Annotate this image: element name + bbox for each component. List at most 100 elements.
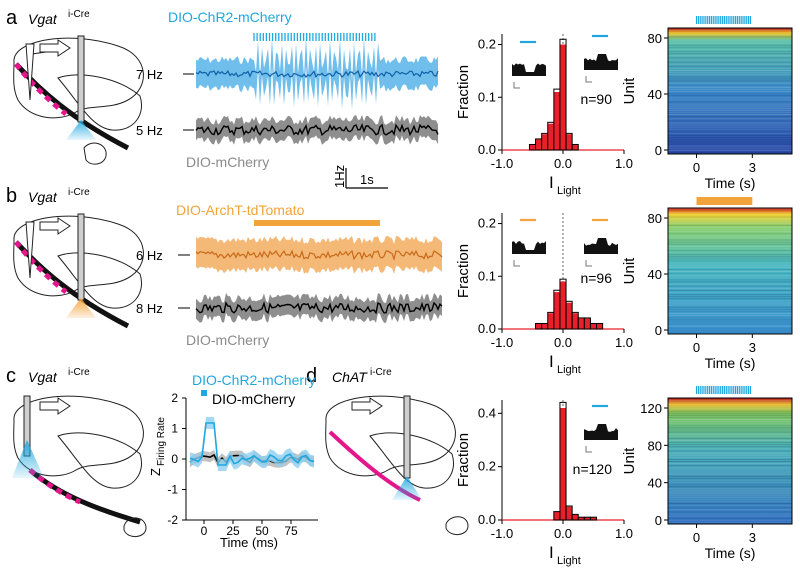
heatmap-row: [668, 55, 792, 57]
heatmap-row: [668, 402, 792, 404]
x-label-sub: Light: [557, 555, 581, 567]
genotype-label-b: Vgat i-Cre: [28, 187, 90, 205]
stim-bar: [696, 197, 753, 205]
heatmap-row: [668, 429, 792, 431]
x-tick-label: 1.0: [615, 335, 633, 350]
heatmap-row: [668, 99, 792, 101]
heatmap-row: [668, 145, 792, 147]
y-label: Unit: [621, 257, 638, 285]
hist-bar: [559, 281, 567, 329]
scale-bar-a: 1Hz 1s: [332, 165, 388, 189]
heatmap-row: [668, 313, 792, 314]
y-ticks-c: -2 -1 0 1 2: [167, 391, 186, 527]
heatmap-row: [668, 519, 792, 521]
heatmap-row: [668, 101, 792, 103]
heatmap-row: [668, 38, 792, 40]
hist-bar: [572, 514, 579, 520]
heatmap-row: [668, 250, 792, 251]
hist-bar: [529, 144, 536, 150]
heatmap-row: [668, 285, 792, 287]
heatmap-field: [668, 28, 792, 154]
hist-bar: [559, 408, 567, 520]
rate-label-control-a: 5 Hz: [136, 123, 163, 138]
heatmap-row: [668, 482, 792, 483]
y-label: Unit: [621, 447, 638, 475]
heatmap-row: [668, 59, 792, 61]
trace-control-band-b: [196, 293, 442, 323]
y-label: Fraction: [455, 65, 472, 119]
heatmap-row: [668, 78, 792, 80]
svg-text:i-Cre: i-Cre: [68, 187, 90, 198]
heatmap-row: [668, 107, 792, 109]
inset-psth: [584, 54, 618, 70]
genotype-label-d: ChAT i-Cre: [332, 367, 392, 385]
heatmap-row: [668, 241, 792, 243]
heatmap-row: [668, 44, 792, 46]
heatmap-row: [668, 91, 792, 92]
heatmap-row: [668, 289, 792, 291]
y-tick-label: 0.2: [478, 459, 496, 474]
heatmap-row: [668, 275, 792, 277]
heatmap-row: [668, 151, 792, 153]
panel-letter-d: d: [306, 365, 317, 387]
heatmap-row: [668, 435, 792, 437]
y-label: Unit: [621, 77, 638, 105]
heatmap-row: [668, 465, 792, 467]
trace-chr2-band: [196, 36, 438, 110]
heatmap-row: [668, 222, 792, 224]
heatmap-row: [668, 505, 792, 507]
heatmap-row: [668, 273, 792, 275]
y-tick-label: 0: [655, 323, 662, 338]
svg-text:Z: Z: [148, 468, 163, 476]
x-label: Time (s): [705, 355, 756, 371]
heatmap-row: [668, 224, 792, 226]
heatmap-row: [668, 437, 792, 439]
hist-bar: [590, 323, 597, 329]
heatmap-row: [668, 452, 792, 454]
heatmap-row: [668, 283, 792, 285]
hist-bar: [584, 517, 591, 520]
heatmap-row: [668, 456, 792, 458]
heatmap-row: [668, 306, 792, 308]
svg-text:ChAT: ChAT: [332, 369, 368, 385]
hist-bar: [535, 139, 542, 150]
panel-letter-b: b: [6, 185, 17, 207]
rate-label-archt: 6 Hz: [136, 248, 163, 263]
heatmap-row: [668, 421, 792, 423]
heatmap-row: [668, 467, 792, 469]
inset-scale: [513, 260, 520, 267]
heatmap-row: [668, 220, 792, 222]
x-tick-label: -1.0: [491, 526, 513, 541]
x-ticks-c: 0 25 50 75: [201, 520, 298, 538]
svg-text:Vgat: Vgat: [28, 369, 58, 385]
hist-bar: [535, 323, 542, 329]
y-tick-label: 0.1: [478, 268, 496, 283]
rate-label-chr2: 7 Hz: [136, 67, 163, 82]
stim-ticks-a: [253, 33, 376, 41]
x-label: I: [549, 543, 554, 562]
heatmap-row: [668, 84, 792, 86]
heatmap-row: [668, 57, 792, 59]
y-tick-label: 0.1: [478, 89, 496, 104]
x-tick-label: 3: [749, 160, 756, 175]
brain-schematic-a: [13, 35, 144, 165]
heatmap-row: [668, 139, 792, 141]
heatmap-row: [668, 229, 792, 230]
hist-bar: [572, 144, 579, 150]
y-label: Fraction: [455, 244, 472, 298]
heatmap-d: 0 40 80 120 0 3 Unit Time (s): [621, 386, 793, 561]
heatmap-row: [668, 216, 792, 218]
y-tick-label-c: -1: [167, 483, 178, 497]
heatmap-row: [668, 243, 792, 245]
hist-bar: [547, 313, 554, 329]
control-label-a: DIO-mCherry: [186, 154, 269, 170]
heatmap-row: [668, 137, 792, 139]
chr2-band-c: [190, 417, 314, 471]
legend-control-c: DIO-mCherry: [212, 391, 295, 407]
heatmap-frame: [667, 27, 793, 155]
opsin-label-b: DIO-ArchT-tdTomato: [176, 202, 305, 218]
heatmap-row: [668, 262, 792, 264]
heatmap-row: [668, 34, 792, 36]
hist-bar: [578, 318, 585, 329]
control-label-b: DIO-mCherry: [186, 332, 269, 348]
